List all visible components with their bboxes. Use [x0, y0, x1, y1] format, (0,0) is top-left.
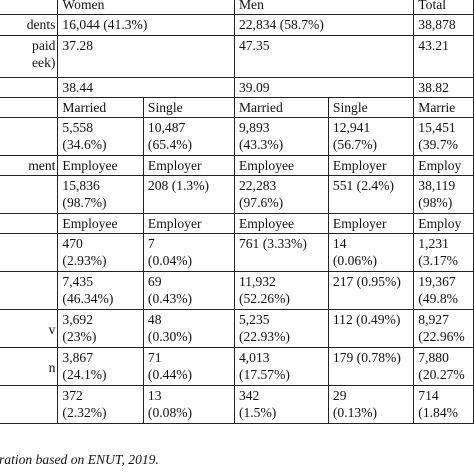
table-row: 372 (2.32%) 13 (0.08%) 342 (1.5%) 29 (0.…: [0, 385, 474, 424]
cell-men-employee: 342 (1.5%): [233, 385, 329, 424]
cell-men-single: Single: [327, 97, 415, 118]
cell-men: 39.09: [233, 77, 415, 98]
cell-women-employee: 3,692 (23%): [57, 309, 144, 348]
cell-women-employer: 7 (0.04%): [142, 233, 235, 272]
cell-total: 1,231 (3.17%: [413, 233, 474, 272]
cell-total: 15,451 (39.7%: [413, 117, 474, 156]
cell-total: 43.21: [413, 35, 474, 78]
row-label: [0, 213, 59, 234]
header-men: Men: [233, 0, 415, 15]
cell-women-employer: Employer: [142, 213, 235, 234]
cell-women-employee: Employee: [57, 213, 144, 234]
table-header-row: Women Men Total: [0, 0, 474, 15]
table-row: 5,558 (34.6%) 10,487 (65.4%) 9,893 (43.3…: [0, 117, 474, 156]
cell-women-employer: 69 (0.43%): [142, 271, 235, 310]
cell-women-single: 10,487 (65.4%): [142, 117, 235, 156]
cell-women-employee: 470 (2.93%): [57, 233, 144, 272]
table-row: 38.44 39.09 38.82: [0, 77, 474, 98]
cell-total: Marrie: [413, 97, 474, 118]
cell-total: 7,880 (20.27%: [413, 347, 474, 386]
cell-women-married: Married: [57, 97, 144, 118]
cell-men-employer: 14 (0.06%): [327, 233, 415, 272]
header-total: Total: [413, 0, 474, 15]
cell-men: 47.35: [233, 35, 415, 78]
cell-total: Employ: [413, 155, 474, 176]
table-row: paid eek) 37.28 47.35 43.21: [0, 35, 474, 78]
row-label: [0, 117, 59, 156]
header-women: Women: [57, 0, 235, 15]
table-row: dents 16,044 (41.3%) 22,834 (58.7%) 38,8…: [0, 14, 474, 36]
cell-women-employee: 372 (2.32%): [57, 385, 144, 424]
cell-women-employee: 15,836 (98.7%): [57, 175, 144, 214]
row-label: [0, 233, 59, 272]
row-label: paid eek): [0, 35, 59, 78]
cell-women-employee: Employee: [57, 155, 144, 176]
table-row: v 3,692 (23%) 48 (0.30%) 5,235 (22.93%) …: [0, 309, 474, 348]
row-label: v: [0, 309, 59, 348]
cell-men-employer: 29 (0.13%): [327, 385, 415, 424]
row-label: n: [0, 347, 59, 386]
table-row: Employee Employer Employee Employer Empl…: [0, 213, 474, 234]
row-label: dents: [0, 14, 59, 36]
cell-women: 38.44: [57, 77, 235, 98]
cell-women-employee: 7,435 (46.34%): [57, 271, 144, 310]
table-row: 15,836 (98.7%) 208 (1.3%) 22,283 (97.6%)…: [0, 175, 474, 214]
table-row: 7,435 (46.34%) 69 (0.43%) 11,932 (52.26%…: [0, 271, 474, 310]
cell-total: 38,119 (98%): [413, 175, 474, 214]
cell-men-employer: 551 (2.4%): [327, 175, 415, 214]
cell-men-employee: 5,235 (22.93%): [233, 309, 329, 348]
header-cell-blank: [0, 0, 59, 15]
cell-men-employee: 11,932 (52.26%): [233, 271, 329, 310]
cell-men-employer: Employer: [327, 155, 415, 176]
cell-women-employer: 71 (0.44%): [142, 347, 235, 386]
row-label: [0, 271, 59, 310]
cell-total: 19,367 (49.8%: [413, 271, 474, 310]
table-row: ment Employee Employer Employee Employer…: [0, 155, 474, 176]
cell-men-employer: Employer: [327, 213, 415, 234]
table-row: n 3,867 (24.1%) 71 (0.44%) 4,013 (17.57%…: [0, 347, 474, 386]
cell-total: Employ: [413, 213, 474, 234]
cell-men-employee: 22,283 (97.6%): [233, 175, 329, 214]
row-label: [0, 175, 59, 214]
source-note: ration based on ENUT, 2019.: [0, 452, 159, 467]
statistics-table: Women Men Total dents 16,044 (41.3%) 22,…: [0, 0, 474, 424]
cell-men-employer: 217 (0.95%): [327, 271, 415, 310]
row-label: [0, 97, 59, 118]
cell-total: 714 (1.84%: [413, 385, 474, 424]
cell-women: 37.28: [57, 35, 235, 78]
data-table-container: Women Men Total dents 16,044 (41.3%) 22,…: [0, 0, 474, 424]
cell-men: 22,834 (58.7%): [233, 14, 415, 36]
cell-total: 38.82: [413, 77, 474, 98]
cell-women-employer: 13 (0.08%): [142, 385, 235, 424]
row-label: [0, 385, 59, 424]
table-row: Married Single Married Single Marrie: [0, 97, 474, 118]
table-row: 470 (2.93%) 7 (0.04%) 761 (3.33%) 14 (0.…: [0, 233, 474, 272]
cell-total: 38,878: [413, 14, 474, 36]
cell-men-married: 9,893 (43.3%): [233, 117, 329, 156]
cell-men-employee: Employee: [233, 213, 329, 234]
row-label: [0, 77, 59, 98]
cell-total: 8,927 (22.96%: [413, 309, 474, 348]
cell-men-employee: 4,013 (17.57%): [233, 347, 329, 386]
row-label: ment: [0, 155, 59, 176]
cell-women-employee: 3,867 (24.1%): [57, 347, 144, 386]
cell-men-employee: 761 (3.33%): [233, 233, 329, 272]
cell-women: 16,044 (41.3%): [57, 14, 235, 36]
cell-men-employee: Employee: [233, 155, 329, 176]
cell-women-married: 5,558 (34.6%): [57, 117, 144, 156]
cell-men-employer: 112 (0.49%): [327, 309, 415, 348]
cell-men-employer: 179 (0.78%): [327, 347, 415, 386]
cell-women-employer: Employer: [142, 155, 235, 176]
cell-women-employer: 48 (0.30%): [142, 309, 235, 348]
cell-men-married: Married: [233, 97, 329, 118]
cell-women-single: Single: [142, 97, 235, 118]
cell-men-single: 12,941 (56.7%): [327, 117, 415, 156]
cell-women-employer: 208 (1.3%): [142, 175, 235, 214]
